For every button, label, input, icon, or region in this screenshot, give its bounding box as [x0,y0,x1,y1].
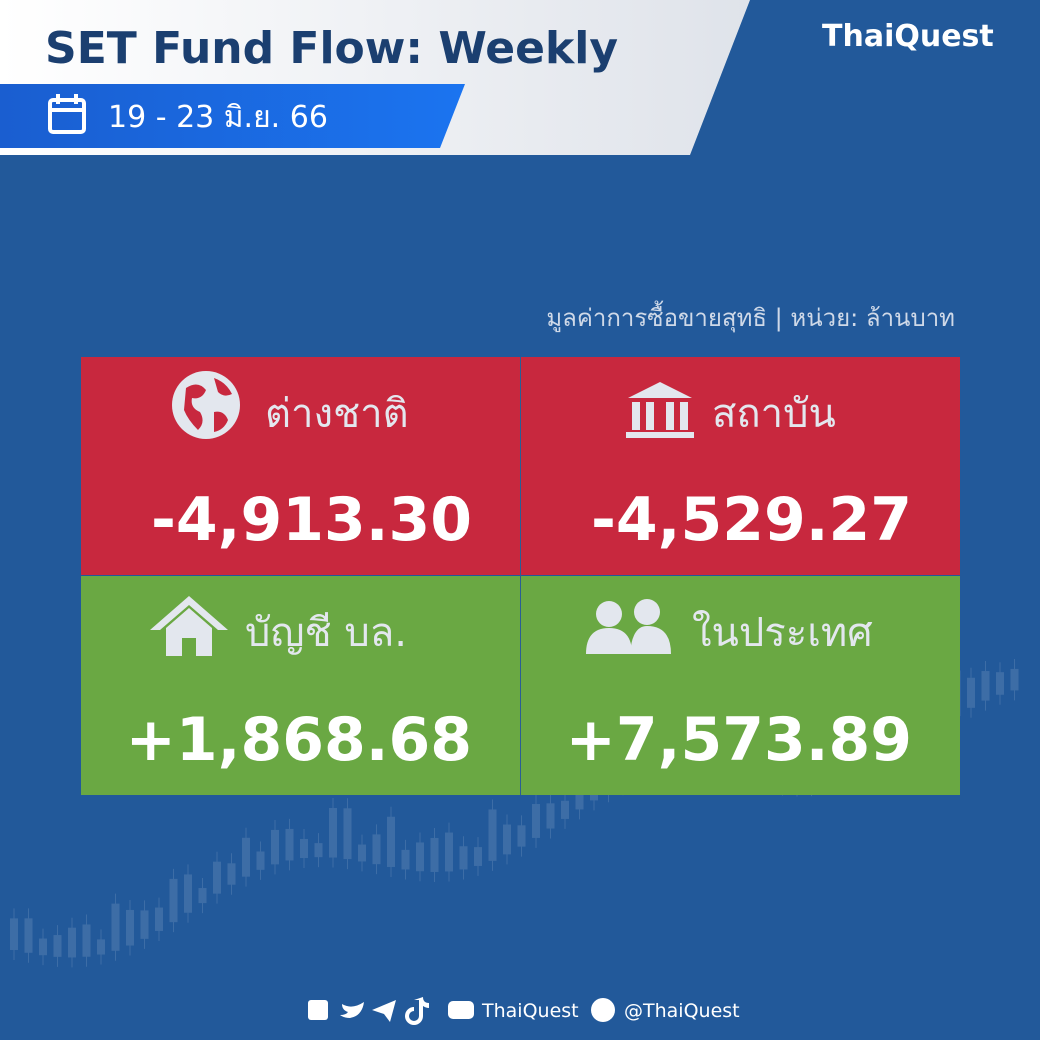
candle-body [546,803,555,829]
cell-label: บัญชี บล. [245,610,407,656]
note: มูลค่าการซื้อขายสุทธิ | หน่วย: ล้านบาท [546,300,955,333]
candle-body [39,938,47,956]
candle-body [198,888,207,904]
cell-label: สถาบัน [712,391,836,437]
candle-body [82,924,91,957]
bank-icon [626,382,694,438]
cell-value: -4,913.30 [151,485,472,555]
candle-body [329,807,337,858]
candle-body [967,677,975,708]
candle-body [300,838,308,859]
candle-body [981,671,990,701]
candle-body [256,851,265,870]
candle-body [532,804,540,838]
candle-body [343,808,352,860]
candle-body [53,935,62,957]
cell-value: +1,868.68 [126,705,472,775]
brand-logo: ThaiQuest [822,19,994,54]
candle-body [24,918,33,953]
date: 19 - 23 มิ.ย. 66 [108,100,328,135]
candle-body [140,910,149,939]
footer-page: ThaiQuest [481,1000,579,1022]
candle-body [285,828,294,861]
candle-body [184,874,192,913]
candle-body [401,849,410,870]
line-icon [591,998,615,1022]
candle-body [126,909,134,946]
cell-bg [81,357,520,575]
candle-body [503,824,511,855]
cell-label: ต่างชาติ [265,391,409,437]
social-icons [308,997,474,1025]
candle-body [227,863,236,885]
people-icon [586,599,671,654]
globe-icon [172,371,240,439]
candle-body [242,837,250,877]
candle-body [213,861,221,894]
cell-label: ในประเทศ [692,609,873,656]
candle-body [10,918,18,950]
candle-body [111,903,120,951]
candle-body [68,927,76,958]
candle-body [387,816,395,867]
candle-body [271,829,279,865]
candle-body [430,837,439,872]
cell-value: -4,529.27 [591,485,912,555]
footer-line: @ThaiQuest [624,1000,740,1022]
cell-bg [81,576,520,795]
candle-body [155,907,163,931]
candle-body [474,847,482,866]
candle-body [358,844,366,862]
candle-body [169,878,178,923]
candle-body [314,843,323,858]
date-bar [0,84,465,148]
cell-bg [521,576,960,795]
candle-body [416,842,424,872]
candle-body [488,809,497,861]
candle-body [459,846,468,870]
calendar-icon [48,94,86,134]
cell-value: +7,573.89 [566,705,912,775]
candle-body [445,832,453,872]
cell-bg [521,357,960,575]
title: SET Fund Flow: Weekly [45,23,618,74]
house-icon [150,596,228,656]
candle-body [97,939,105,955]
candle-body [517,825,526,847]
candle-body [996,672,1004,695]
candle-body [372,834,381,865]
candle-body [1010,668,1019,691]
candle-body [561,800,569,819]
